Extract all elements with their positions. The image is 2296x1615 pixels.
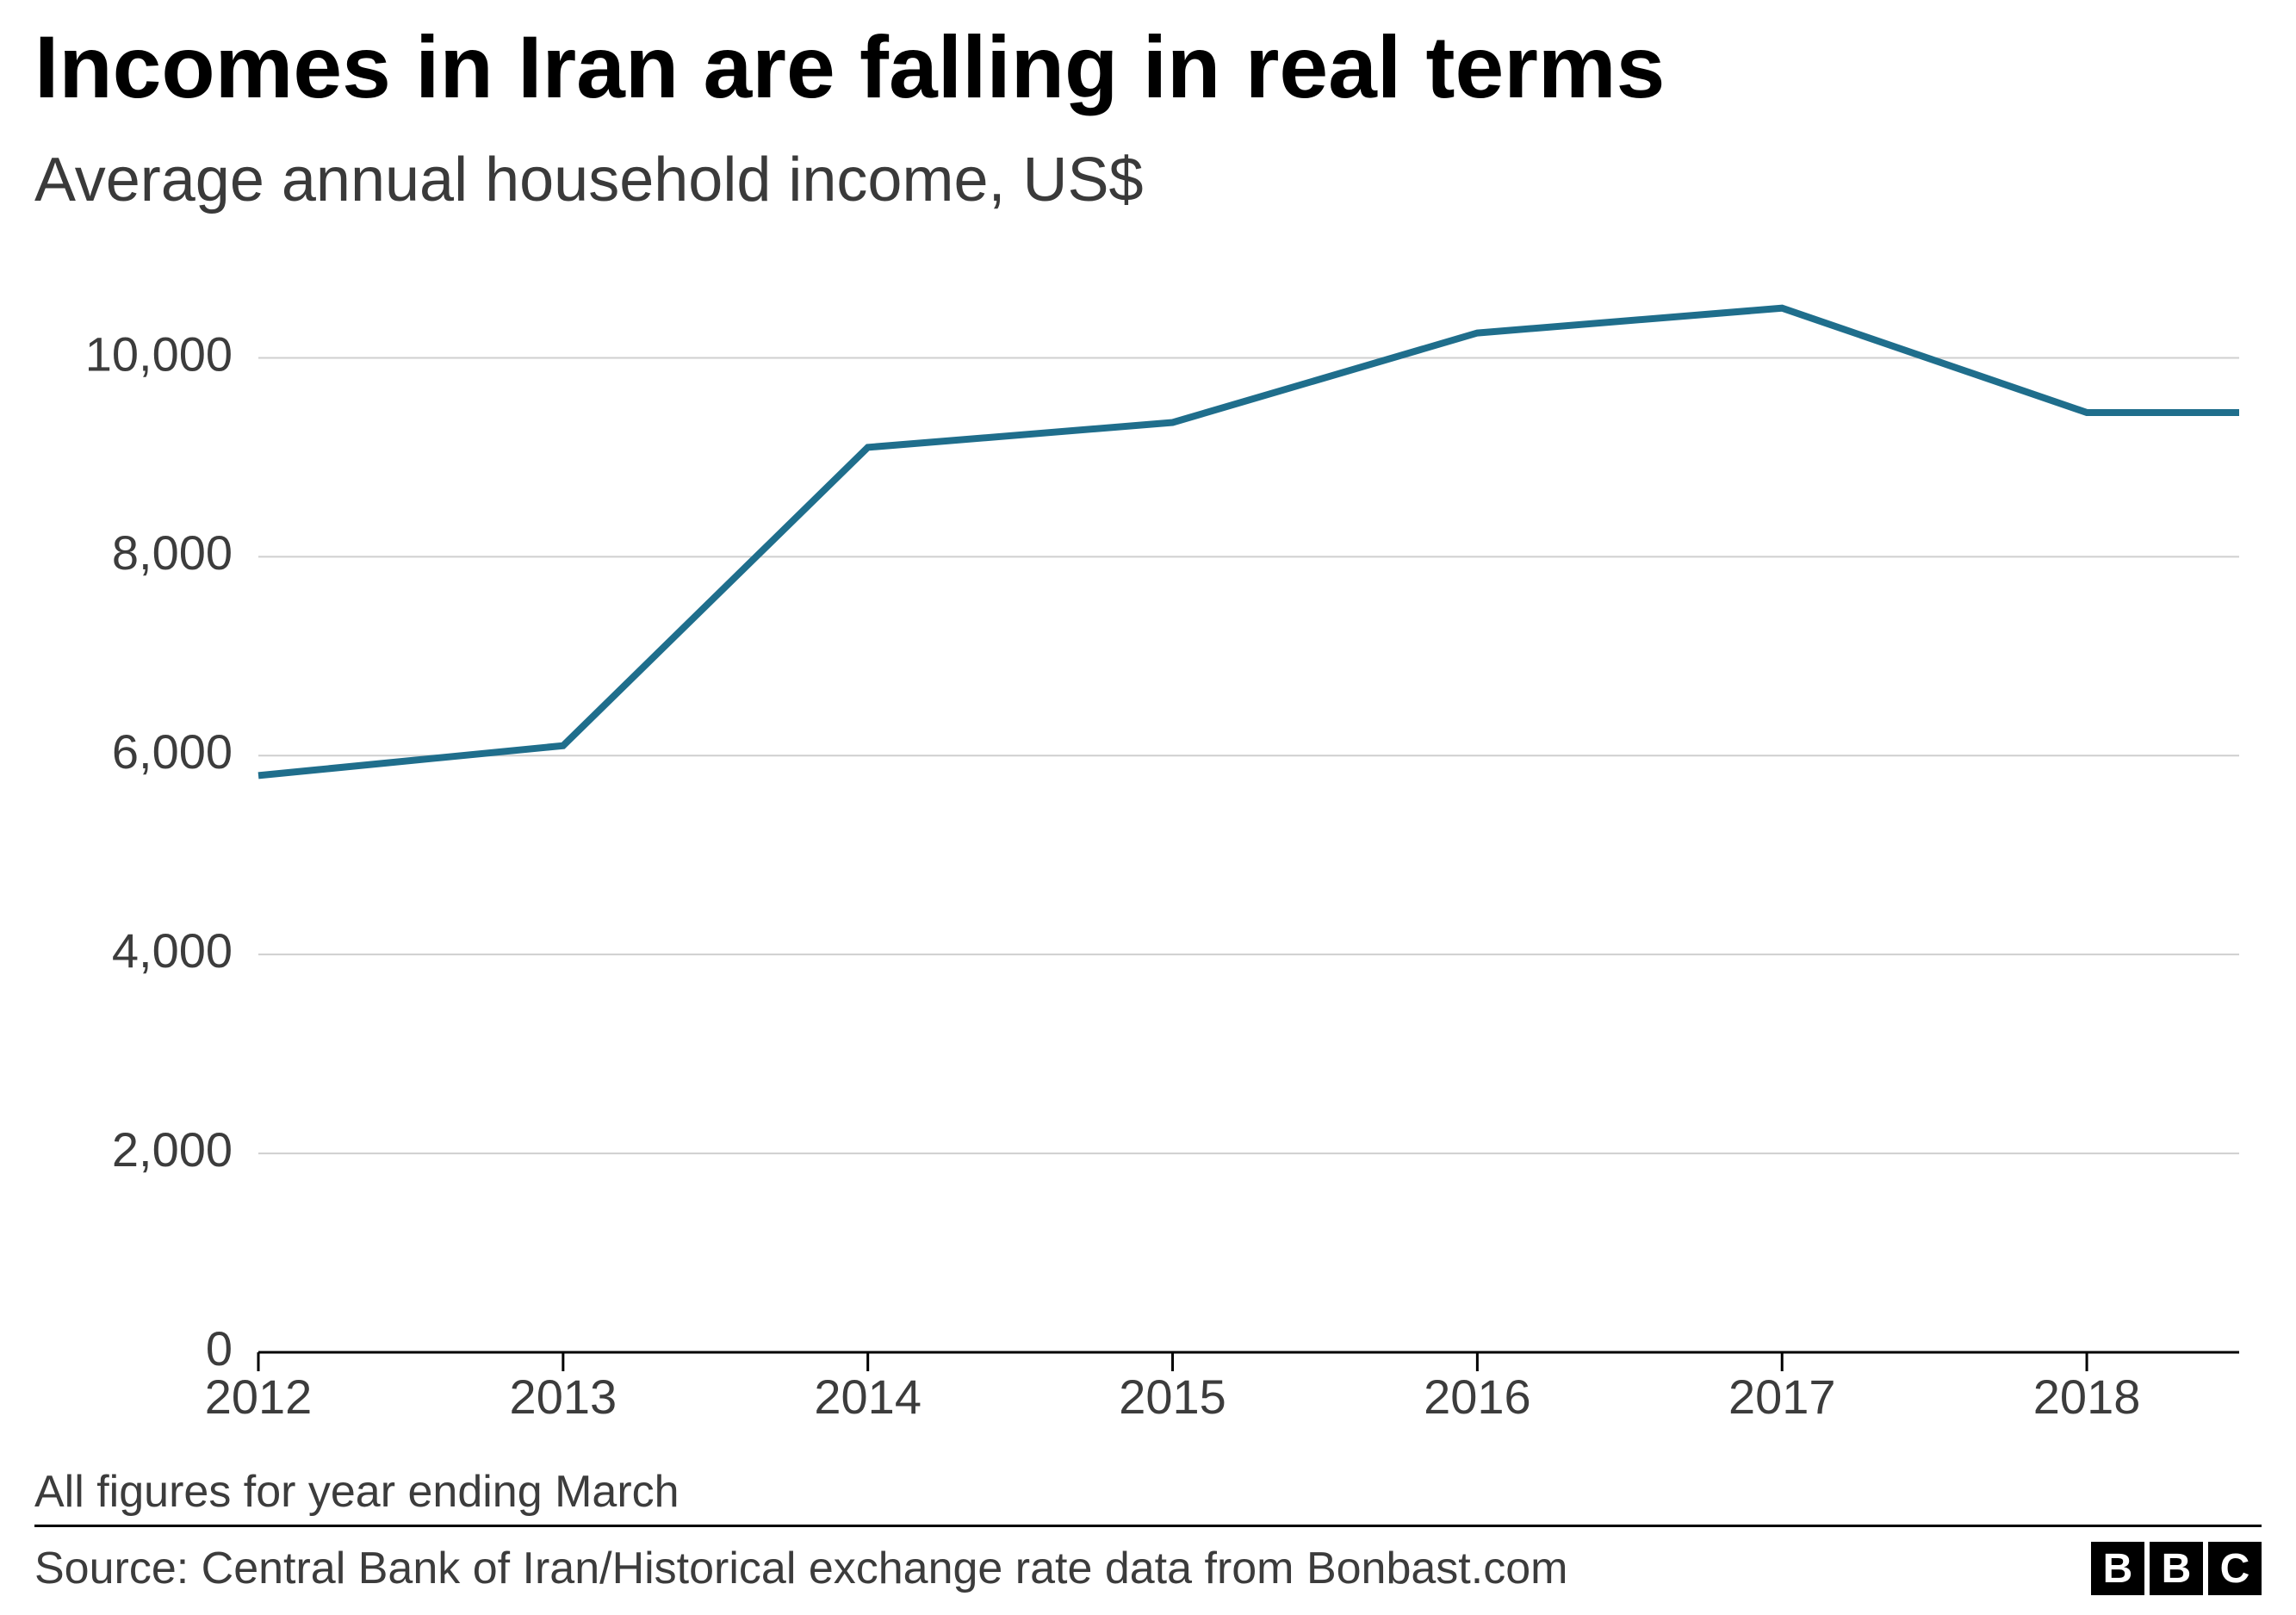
x-tick-label: 2014 (814, 1370, 922, 1424)
footer-rule (34, 1525, 2262, 1527)
bbc-logo-letter: B (2091, 1542, 2144, 1595)
y-tick-label: 6,000 (112, 724, 233, 779)
y-tick-label: 4,000 (112, 923, 233, 978)
y-axis-labels: 0 2,000 4,000 6,000 8,000 10,000 (85, 326, 233, 1376)
x-axis-labels: 2012 2013 2014 2015 2016 2017 2018 (205, 1352, 2141, 1424)
y-tick-label: 0 (206, 1321, 233, 1376)
x-tick-label: 2017 (1728, 1370, 1836, 1424)
chart-note: All figures for year ending March (34, 1466, 679, 1518)
bbc-logo-letter: B (2150, 1542, 2203, 1595)
line-chart: 02,0004,0006,0008,00010,0002012201320142… (0, 258, 2239, 1456)
bbc-logo-letter: C (2208, 1542, 2262, 1595)
chart-container: Incomes in Iran are falling in real term… (0, 0, 2296, 1615)
x-tick-label: 2018 (2033, 1370, 2141, 1424)
chart-subtitle: Average annual household income, US$ (34, 145, 1144, 215)
x-tick-label: 2013 (510, 1370, 617, 1424)
bbc-logo: BBC (2091, 1542, 2262, 1595)
chart-title: Incomes in Iran are falling in real term… (34, 17, 1665, 118)
income-line (258, 308, 2239, 776)
source-row: Source: Central Bank of Iran/Historical … (34, 1542, 2262, 1595)
y-tick-label: 10,000 (85, 326, 233, 381)
y-tick-label: 2,000 (112, 1122, 233, 1177)
source-text: Source: Central Bank of Iran/Historical … (34, 1543, 1567, 1594)
gridlines (258, 357, 2239, 1153)
y-tick-label: 8,000 (112, 525, 233, 580)
x-tick-label: 2015 (1119, 1370, 1226, 1424)
x-tick-label: 2012 (205, 1370, 313, 1424)
x-tick-label: 2016 (1424, 1370, 1531, 1424)
